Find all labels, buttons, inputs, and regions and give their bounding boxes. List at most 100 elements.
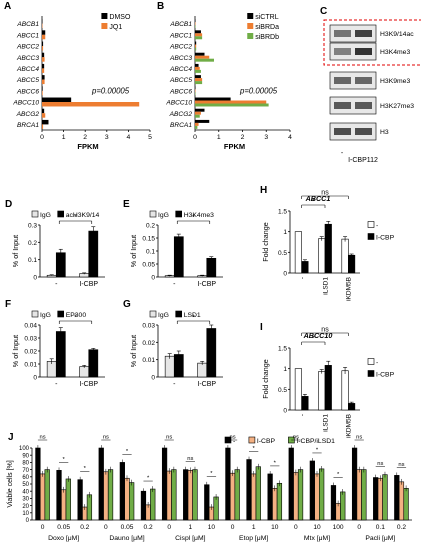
group-label: - bbox=[55, 381, 58, 388]
legend-swatch-DMSO bbox=[101, 13, 108, 19]
bar bbox=[382, 474, 388, 521]
bar bbox=[129, 482, 135, 521]
legend-swatch bbox=[149, 210, 157, 218]
x-tick-label: 1 bbox=[62, 134, 66, 141]
legend-swatch bbox=[57, 210, 65, 218]
bar bbox=[88, 349, 99, 378]
drug-label: Dauno [μM] bbox=[109, 535, 144, 542]
blot-band bbox=[355, 102, 372, 109]
p-value-annotation: p=0.00005 bbox=[239, 86, 278, 95]
sig-bracket-label: * bbox=[312, 336, 315, 343]
panel-title: ABCC1 bbox=[305, 194, 331, 203]
dose-label: 0.2 bbox=[397, 524, 406, 531]
bar bbox=[61, 489, 67, 521]
bar bbox=[288, 447, 294, 521]
sig-bracket-label: * bbox=[274, 460, 277, 466]
bar bbox=[88, 230, 99, 278]
bar-DMSO bbox=[42, 86, 43, 91]
legend-swatch bbox=[367, 358, 375, 365]
bar bbox=[187, 470, 193, 521]
bar-DMSO bbox=[42, 41, 44, 46]
sig-bracket-label: * bbox=[316, 447, 319, 453]
bar-siCTRL bbox=[195, 108, 205, 112]
blot-band bbox=[355, 48, 372, 55]
bar bbox=[356, 469, 362, 521]
bar-siBRDb bbox=[195, 125, 198, 129]
bar bbox=[44, 469, 50, 521]
y-tick-label: 0.15 bbox=[142, 236, 155, 243]
bar bbox=[183, 469, 189, 521]
bar bbox=[341, 370, 349, 411]
bar-JQ1 bbox=[42, 79, 45, 85]
dose-label: 0.05 bbox=[57, 524, 70, 531]
y-tick-label: 0.1 bbox=[146, 249, 155, 256]
band-label: H3K27me3 bbox=[380, 103, 414, 110]
bar bbox=[373, 477, 379, 521]
bar bbox=[77, 479, 83, 521]
y-tick-label: 40 bbox=[22, 489, 29, 495]
x-axis-title: FPKM bbox=[77, 142, 98, 151]
gene-label: ABCB1 bbox=[169, 21, 192, 28]
blot-band bbox=[334, 77, 351, 84]
legend-label-JQ1: JQ1 bbox=[109, 24, 122, 31]
bar bbox=[124, 477, 130, 521]
sig-bracket-label: ns bbox=[321, 190, 329, 197]
group-label: I-CBP bbox=[197, 381, 216, 388]
panel-letter-G: G bbox=[123, 299, 131, 310]
legend-swatch bbox=[175, 210, 182, 218]
y-tick-label: 30 bbox=[22, 497, 29, 503]
gene-label: ABCC3 bbox=[16, 55, 39, 62]
bar-siBRDb bbox=[195, 69, 201, 73]
legend-label: I-CBP/iLSD1 bbox=[296, 438, 335, 445]
legend-label-siBRDa: siBRDa bbox=[255, 24, 279, 31]
bar bbox=[35, 447, 41, 521]
sig-bracket-label: * bbox=[63, 457, 66, 463]
legend-label: LSD1 bbox=[184, 312, 201, 319]
y-tick-label: 80 bbox=[22, 461, 29, 467]
legend-label: EP300 bbox=[66, 312, 87, 319]
gene-label: ABCC4 bbox=[169, 66, 192, 73]
legend-label-DMSO: DMSO bbox=[109, 14, 131, 21]
y-tick-label: 1 bbox=[283, 229, 287, 236]
y-tick-label: 0.5 bbox=[278, 250, 287, 257]
legend-swatch-siBRDa bbox=[247, 23, 254, 29]
bar bbox=[267, 473, 273, 521]
legend-swatch bbox=[175, 310, 182, 318]
x-tick-label: 2 bbox=[241, 134, 245, 141]
gene-label: ABCB1 bbox=[16, 21, 39, 28]
bar bbox=[394, 475, 400, 521]
y-tick-label: 0.02 bbox=[142, 340, 155, 347]
sig-bracket-label: * bbox=[337, 472, 340, 478]
y-tick-label: 0.3 bbox=[28, 223, 37, 230]
bar bbox=[234, 469, 240, 521]
legend-label: - bbox=[233, 438, 235, 445]
y-tick-label: 0 bbox=[283, 408, 287, 415]
legend-swatch bbox=[57, 310, 65, 318]
bar bbox=[103, 471, 109, 521]
y-axis-title: Fold change bbox=[261, 222, 270, 262]
y-tick-label: 20 bbox=[22, 504, 29, 510]
bar-JQ1 bbox=[42, 68, 45, 73]
bar-siCTRL bbox=[195, 41, 197, 45]
bar bbox=[55, 252, 66, 278]
band-label: H3 bbox=[380, 129, 389, 136]
bar bbox=[166, 470, 172, 521]
sig-bracket-label: ns bbox=[39, 435, 45, 441]
group-label: - bbox=[173, 281, 176, 288]
blot-band bbox=[334, 30, 351, 37]
y-axis-title: % of Input bbox=[129, 235, 138, 267]
bar bbox=[276, 482, 283, 521]
group-label: I-CBP bbox=[79, 381, 98, 388]
group-label: - bbox=[55, 281, 58, 288]
panel-letter-C: C bbox=[320, 6, 327, 17]
y-tick-label: 70 bbox=[22, 468, 29, 474]
bar-siBRDa bbox=[195, 78, 203, 82]
legend-label-siCTRL: siCTRL bbox=[255, 14, 278, 21]
bar bbox=[377, 477, 383, 521]
bar bbox=[65, 478, 71, 521]
bar-JQ1 bbox=[42, 57, 45, 62]
gene-label: ABCG2 bbox=[169, 111, 193, 118]
x-tick-label: 3 bbox=[105, 134, 109, 141]
dose-label: 10 bbox=[208, 524, 216, 531]
